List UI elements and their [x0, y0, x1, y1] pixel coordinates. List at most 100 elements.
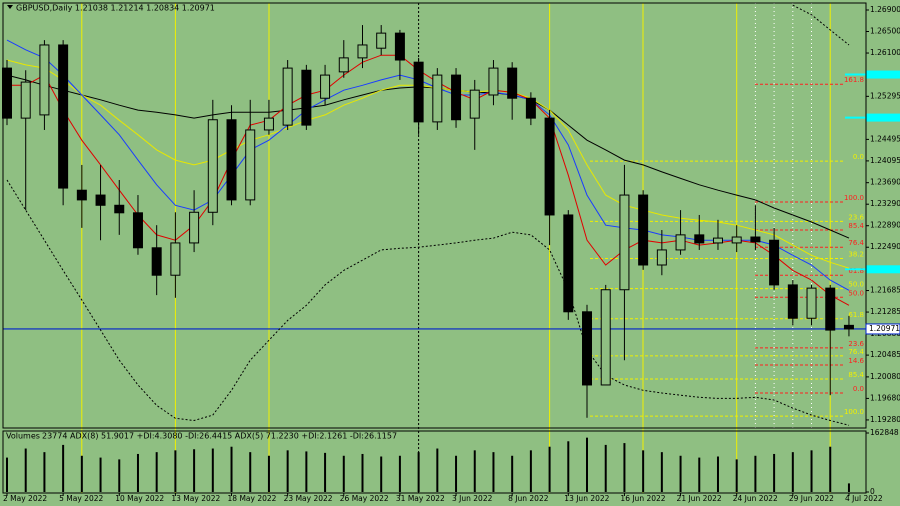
x-tick-label: 13 Jun 2022: [564, 494, 609, 503]
indicator-line: [792, 4, 850, 46]
x-tick-label: 31 May 2022: [396, 494, 445, 503]
y-tick-label: 1.19280: [870, 415, 900, 424]
y-tick-label: 1.26900: [870, 5, 900, 14]
fib-label: 85.4: [848, 371, 864, 379]
candle-body: [58, 44, 69, 189]
y-tick-label: 1.23690: [870, 178, 900, 187]
x-tick-label: 13 May 2022: [171, 494, 220, 503]
fib-label: 61.8: [848, 267, 864, 275]
candle-body: [301, 69, 312, 126]
y-tick-label: 1.21285: [870, 307, 900, 316]
candle-body: [226, 119, 237, 201]
x-tick-label: 29 Jun 2022: [789, 494, 834, 503]
fib-label: 50.0: [848, 289, 864, 297]
x-tick-label: 4 Jul 2022: [845, 494, 883, 503]
x-tick-label: 21 Jun 2022: [677, 494, 722, 503]
x-tick-label: 2 May 2022: [3, 494, 47, 503]
candle-body: [132, 212, 143, 249]
candle-body: [600, 289, 611, 386]
candle-body: [95, 194, 106, 206]
x-tick-label: 8 Jun 2022: [508, 494, 549, 503]
candle-body: [712, 237, 723, 244]
candle-body: [825, 287, 836, 331]
y-tick-label: 1.24495: [870, 134, 900, 143]
x-tick-label: 5 May 2022: [59, 494, 103, 503]
candle-body: [582, 311, 593, 386]
candle-body: [507, 67, 518, 99]
candle-body: [282, 67, 293, 126]
y-tick-label: 1.25295: [870, 91, 900, 100]
fib-label: 50.0: [848, 281, 864, 289]
last-price-label: 1.20971: [869, 324, 900, 333]
fib-label: 76.4: [848, 239, 864, 247]
candle-body: [151, 247, 162, 276]
candle-body: [731, 236, 742, 244]
candle-body: [843, 324, 854, 330]
indicator-line: [6, 74, 850, 239]
candle-body: [376, 32, 387, 49]
level-box: [866, 113, 900, 122]
y-tick-label: 1.22890: [870, 221, 900, 230]
y-tick-label: 1.24095: [870, 156, 900, 165]
candle-body: [39, 44, 50, 116]
candle-body: [170, 242, 181, 276]
candle-body: [619, 194, 630, 291]
y-tick-label: 1.22490: [870, 242, 900, 251]
candle-body: [189, 211, 200, 244]
candle-body: [2, 67, 12, 119]
candle-body: [207, 119, 218, 213]
fib-label: 23.6: [848, 213, 864, 221]
candle-body: [451, 74, 462, 121]
x-tick-label: 10 May 2022: [115, 494, 164, 503]
volume-panel-frame: [2, 430, 867, 494]
y-tick-label: 1.26500: [870, 27, 900, 36]
fib-label: 100.0: [844, 194, 864, 202]
last-price-box: [865, 323, 900, 335]
candle-body: [563, 214, 574, 313]
candle-body: [525, 97, 536, 119]
fib-label: 14.6: [848, 357, 864, 365]
x-tick-label: 26 May 2022: [340, 494, 389, 503]
candle-body: [769, 239, 780, 286]
candle-body: [413, 61, 424, 123]
candle-body: [357, 44, 368, 59]
candle-body: [656, 249, 667, 266]
fib-label: 85.4: [848, 222, 864, 230]
y-tick-label: 1.20080: [870, 372, 900, 381]
indicator-line: [7, 54, 850, 306]
candle-body: [245, 129, 256, 201]
candle-body: [694, 234, 705, 244]
title-marker: [7, 5, 13, 9]
fib-label: 23.6: [848, 340, 864, 348]
candle-body: [432, 74, 443, 123]
y-tick-label: 1.23290: [870, 199, 900, 208]
x-tick-label: 16 Jun 2022: [620, 494, 665, 503]
candle-body: [263, 117, 274, 131]
candle-body: [806, 287, 817, 319]
candle-body: [320, 74, 331, 99]
candle-body: [638, 194, 649, 266]
candle-body: [488, 67, 499, 96]
candle-body: [76, 189, 87, 201]
volume-tick-label: 162848: [870, 428, 899, 437]
candle-body: [394, 32, 405, 61]
candle-body: [469, 89, 480, 119]
candle-body: [787, 284, 798, 319]
fib-label: 38.2: [848, 251, 864, 259]
x-tick-label: 24 Jun 2022: [733, 494, 778, 503]
volume-tick-label: 0: [870, 487, 875, 496]
x-tick-label: 23 May 2022: [284, 494, 333, 503]
fib-label: 100.0: [844, 408, 864, 416]
candle-body: [114, 204, 125, 214]
candle-body: [544, 117, 555, 216]
x-tick-label: 18 May 2022: [228, 494, 277, 503]
level-box: [866, 265, 900, 274]
x-tick-label: 3 Jun 2022: [452, 494, 493, 503]
candle-body: [20, 81, 31, 119]
volume-last-value: 23774: [42, 432, 67, 441]
indicator-line: [6, 179, 850, 426]
y-tick-label: 1.26100: [870, 48, 900, 57]
price-panel-frame: [2, 2, 867, 429]
